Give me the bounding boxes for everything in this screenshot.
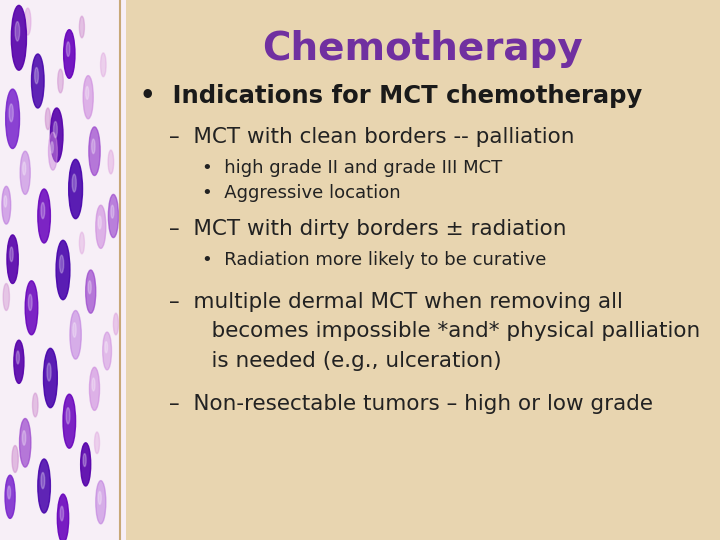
Circle shape	[86, 86, 89, 99]
Circle shape	[86, 270, 96, 313]
Circle shape	[32, 54, 44, 108]
Circle shape	[94, 432, 99, 454]
Circle shape	[103, 332, 112, 370]
Circle shape	[79, 16, 84, 38]
Text: becomes impossible *and* physical palliation: becomes impossible *and* physical pallia…	[184, 321, 700, 341]
Circle shape	[22, 431, 26, 445]
Circle shape	[6, 89, 19, 148]
Circle shape	[25, 281, 37, 335]
Circle shape	[41, 202, 45, 219]
Circle shape	[41, 472, 45, 489]
Circle shape	[50, 141, 53, 153]
Circle shape	[4, 195, 6, 207]
Circle shape	[43, 348, 58, 408]
Circle shape	[66, 42, 70, 56]
Circle shape	[91, 139, 95, 154]
Text: Chemotherapy: Chemotherapy	[263, 30, 583, 68]
Text: –  MCT with dirty borders ± radiation: – MCT with dirty borders ± radiation	[169, 219, 567, 239]
Text: •  Indications for MCT chemotherapy: • Indications for MCT chemotherapy	[140, 84, 643, 107]
Circle shape	[63, 394, 76, 448]
Circle shape	[35, 68, 38, 84]
Circle shape	[7, 486, 11, 499]
Text: –  Non-resectable tumors – high or low grade: – Non-resectable tumors – high or low gr…	[169, 394, 653, 414]
Circle shape	[70, 310, 81, 359]
Text: •  high grade II and grade III MCT: • high grade II and grade III MCT	[202, 159, 502, 177]
Circle shape	[81, 443, 91, 486]
Circle shape	[17, 351, 19, 364]
Circle shape	[63, 30, 75, 78]
Circle shape	[68, 159, 83, 219]
Circle shape	[15, 22, 19, 41]
Circle shape	[48, 132, 58, 170]
Circle shape	[56, 240, 70, 300]
Circle shape	[111, 205, 114, 218]
Circle shape	[12, 446, 18, 472]
Circle shape	[20, 151, 30, 194]
Circle shape	[98, 491, 102, 504]
Circle shape	[37, 459, 50, 513]
Circle shape	[79, 232, 84, 254]
Circle shape	[53, 122, 58, 138]
Circle shape	[12, 5, 27, 70]
Circle shape	[60, 255, 63, 273]
Circle shape	[32, 393, 38, 417]
Circle shape	[60, 507, 63, 521]
Circle shape	[72, 174, 76, 192]
Circle shape	[14, 340, 24, 383]
Circle shape	[84, 454, 86, 467]
Circle shape	[9, 104, 13, 122]
Circle shape	[5, 475, 15, 518]
Circle shape	[108, 194, 118, 238]
Text: –  multiple dermal MCT when removing all: – multiple dermal MCT when removing all	[169, 292, 623, 312]
Circle shape	[98, 216, 102, 229]
Circle shape	[88, 281, 91, 294]
Circle shape	[89, 367, 99, 410]
Circle shape	[50, 108, 63, 162]
Circle shape	[92, 378, 95, 391]
Text: –  MCT with clean borders -- palliation: – MCT with clean borders -- palliation	[169, 127, 575, 147]
Circle shape	[101, 53, 106, 77]
Text: •  Aggressive location: • Aggressive location	[202, 184, 400, 201]
Circle shape	[96, 481, 106, 524]
Circle shape	[3, 284, 9, 310]
Circle shape	[89, 127, 100, 176]
Circle shape	[47, 363, 51, 381]
Circle shape	[114, 313, 118, 335]
Circle shape	[108, 150, 114, 174]
Circle shape	[28, 294, 32, 310]
Circle shape	[96, 205, 106, 248]
Circle shape	[22, 162, 26, 175]
Text: is needed (e.g., ulceration): is needed (e.g., ulceration)	[184, 351, 501, 371]
Circle shape	[58, 494, 68, 540]
Circle shape	[73, 322, 76, 337]
Circle shape	[7, 235, 18, 284]
Circle shape	[58, 69, 63, 93]
Circle shape	[105, 342, 107, 353]
Text: •  Radiation more likely to be curative: • Radiation more likely to be curative	[202, 251, 546, 269]
Circle shape	[84, 76, 94, 119]
Circle shape	[2, 186, 11, 224]
Circle shape	[66, 408, 70, 424]
Circle shape	[45, 108, 50, 130]
Circle shape	[19, 418, 31, 467]
Circle shape	[24, 8, 31, 35]
Circle shape	[10, 247, 13, 261]
Circle shape	[37, 189, 50, 243]
